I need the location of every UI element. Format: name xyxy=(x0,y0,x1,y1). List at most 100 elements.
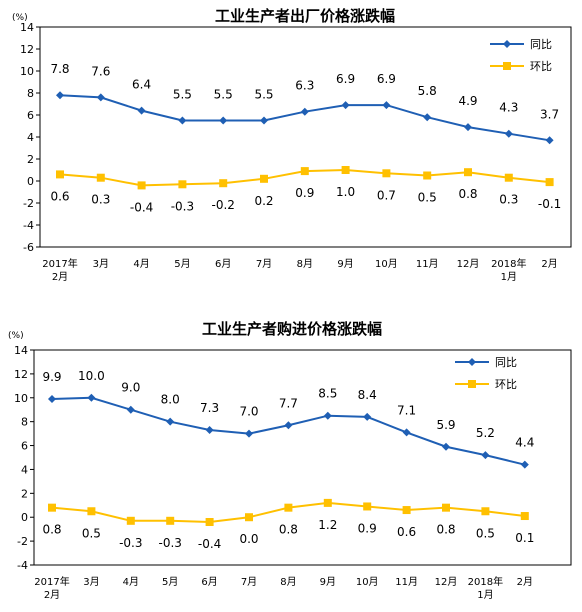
x-tick-label: 10月 xyxy=(375,258,398,270)
y-tick-label: -4 xyxy=(23,219,34,232)
x-tick-label: 2017年 xyxy=(42,257,77,270)
data-point-yoy xyxy=(545,136,554,145)
y-tick-label: 4 xyxy=(21,463,28,476)
data-label: 5.5 xyxy=(214,88,233,102)
x-tick-label: 6月 xyxy=(215,258,231,270)
x-tick-label: 11月 xyxy=(395,576,418,588)
y-axis-unit: (%) xyxy=(12,13,28,23)
data-label: 5.5 xyxy=(254,88,273,102)
data-point-yoy xyxy=(300,107,309,116)
data-label: -0.2 xyxy=(211,198,234,212)
data-point-mom xyxy=(363,502,372,511)
data-point-mom xyxy=(137,181,146,190)
data-point-mom xyxy=(323,498,332,507)
y-tick-label: 2 xyxy=(21,487,28,500)
x-tick-label: 9月 xyxy=(320,576,336,588)
data-label: 4.3 xyxy=(499,101,518,115)
data-point-mom xyxy=(481,507,490,516)
data-point-yoy xyxy=(423,113,432,122)
data-point-mom xyxy=(545,178,554,187)
legend-marker xyxy=(503,40,511,48)
data-label: 7.6 xyxy=(91,64,110,78)
x-tick-label: 2月 xyxy=(541,258,557,270)
data-point-mom xyxy=(402,506,411,515)
data-label: 9.9 xyxy=(42,370,61,384)
data-label: 0.0 xyxy=(239,532,258,546)
data-point-yoy xyxy=(323,411,332,420)
x-tick-label-line2: 1月 xyxy=(501,271,517,283)
legend-marker xyxy=(468,380,476,388)
legend-label: 环比 xyxy=(495,378,517,391)
y-tick-label: 12 xyxy=(14,368,28,381)
data-label: 5.9 xyxy=(436,418,455,432)
y-tick-label: 14 xyxy=(14,344,28,357)
y-tick-label: 4 xyxy=(27,131,34,144)
data-point-yoy xyxy=(481,451,490,460)
data-point-yoy xyxy=(137,106,146,115)
data-label: -0.3 xyxy=(158,536,181,550)
x-tick-label: 12月 xyxy=(457,258,480,270)
data-point-mom xyxy=(300,167,309,176)
data-point-yoy xyxy=(96,93,105,102)
data-label: 5.2 xyxy=(476,426,495,440)
data-point-yoy xyxy=(166,417,175,426)
chart-title: 工业生产者出厂价格涨跌幅 xyxy=(215,7,395,25)
data-label: -0.3 xyxy=(119,536,142,550)
data-point-mom xyxy=(341,166,350,174)
data-label: 5.8 xyxy=(418,84,437,98)
data-label: 0.9 xyxy=(295,186,314,200)
data-point-mom xyxy=(245,513,253,522)
data-label: 3.7 xyxy=(540,107,559,121)
data-label: 0.5 xyxy=(82,526,101,540)
x-tick-label: 4月 xyxy=(123,576,139,588)
y-tick-label: 0 xyxy=(27,175,34,188)
data-label: 0.8 xyxy=(42,523,61,537)
plot-area-frame xyxy=(33,349,572,566)
y-tick-label: 10 xyxy=(20,65,34,78)
data-point-mom xyxy=(87,507,96,516)
data-label: 4.4 xyxy=(515,436,534,450)
data-point-mom xyxy=(126,516,135,525)
data-label: -0.4 xyxy=(130,200,153,214)
data-point-yoy xyxy=(341,101,350,110)
y-tick-label: 6 xyxy=(21,440,28,453)
data-point-mom xyxy=(464,168,472,177)
data-label: 6.9 xyxy=(336,72,355,86)
data-label: 4.9 xyxy=(458,94,477,108)
x-tick-label-line2: 1月 xyxy=(477,589,493,601)
y-tick-label: 14 xyxy=(20,21,34,34)
data-point-yoy xyxy=(464,123,472,132)
y-axis-unit: (%) xyxy=(8,331,24,341)
data-point-mom xyxy=(219,179,228,188)
x-tick-label: 2018年 xyxy=(468,575,503,588)
y-tick-label: 2 xyxy=(27,153,34,166)
x-tick-label-line2: 2月 xyxy=(52,271,68,283)
data-label: 0.7 xyxy=(377,188,396,202)
chart-ppi-ex-factory: 工业生产者出厂价格涨跌幅 (%) -6 -4 -2 0 2 4 6 8 10 12 14 2017年 2月 3… xyxy=(0,0,582,300)
data-point-yoy xyxy=(56,91,64,100)
x-tick-label: 9月 xyxy=(337,258,353,270)
data-point-yoy xyxy=(245,429,253,438)
data-label: 0.5 xyxy=(418,191,437,205)
y-tick-label: 6 xyxy=(27,109,34,122)
x-tick-label: 6月 xyxy=(201,576,217,588)
data-point-mom xyxy=(56,170,64,179)
data-point-yoy xyxy=(87,393,96,402)
data-label: 0.1 xyxy=(515,531,534,545)
data-point-yoy xyxy=(402,428,411,437)
data-label: 0.3 xyxy=(499,193,518,207)
legend-marker xyxy=(468,358,476,366)
x-tick-label-line2: 2月 xyxy=(44,589,60,601)
legend-label: 同比 xyxy=(495,356,517,369)
data-point-mom xyxy=(178,180,187,189)
data-point-mom xyxy=(205,518,214,526)
data-label: 0.8 xyxy=(458,187,477,201)
legend-marker xyxy=(503,62,511,70)
x-tick-label: 11月 xyxy=(416,258,439,270)
data-point-yoy xyxy=(442,442,450,451)
data-point-mom xyxy=(520,512,529,521)
data-point-mom xyxy=(96,173,105,182)
y-tick-label: 0 xyxy=(21,511,28,524)
data-point-mom xyxy=(48,503,56,512)
